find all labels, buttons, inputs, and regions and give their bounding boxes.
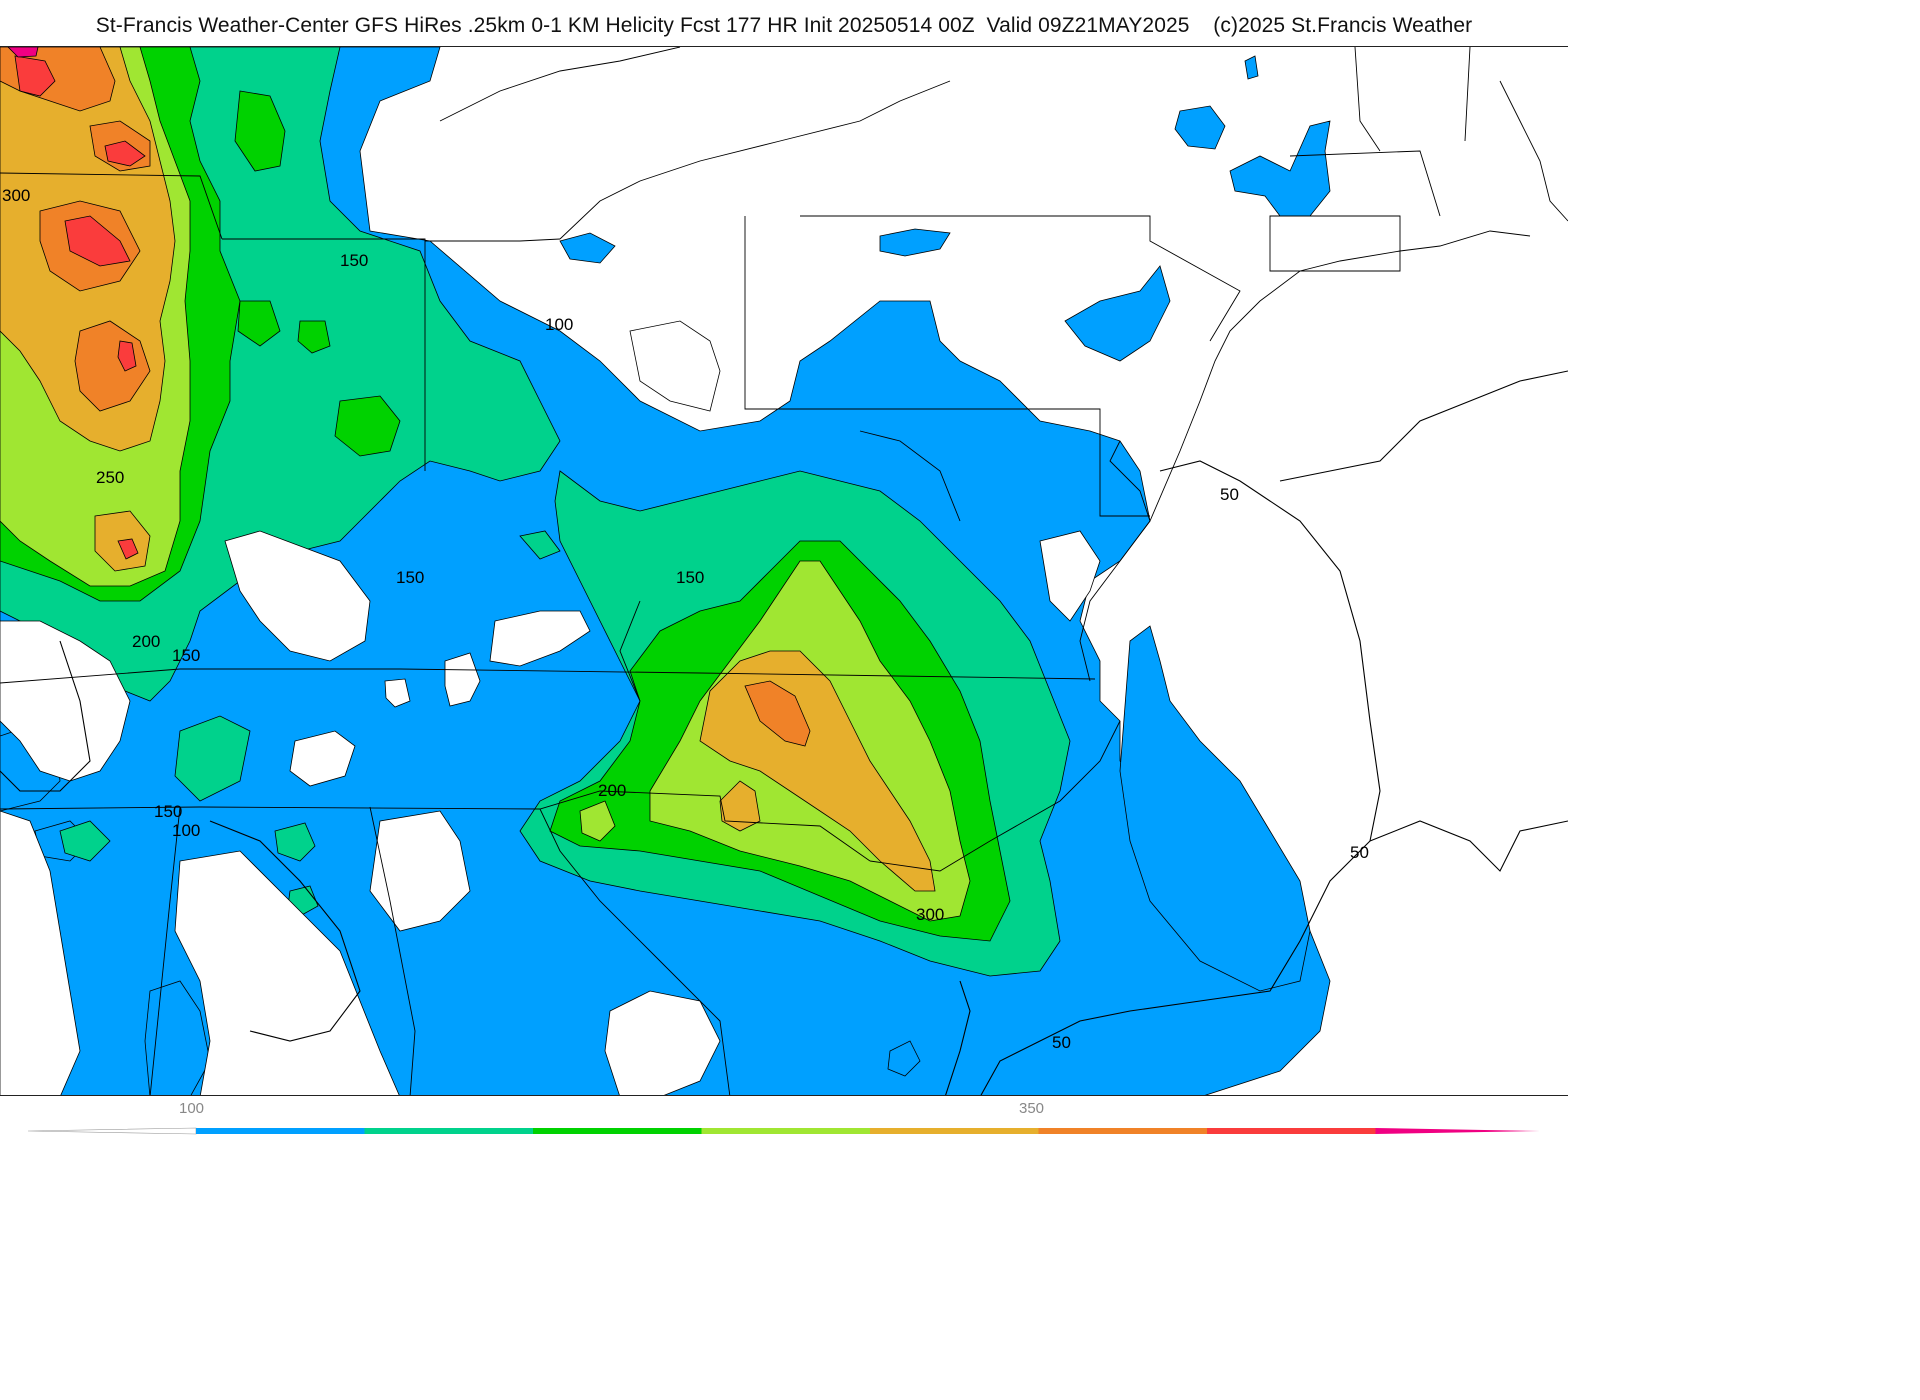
- contour-label: 100: [545, 315, 573, 334]
- colorbar-segment-175: [533, 1128, 702, 1134]
- contour-label: 150: [340, 251, 368, 270]
- boundary-line: [619, 430, 961, 702]
- hole-7: [369, 810, 471, 932]
- contour-label: 250: [96, 468, 124, 487]
- fill-250-b2: [719, 780, 761, 832]
- fill-150-tn: [519, 530, 561, 560]
- hole-3: [444, 652, 481, 707]
- fill-150-al: [174, 715, 251, 802]
- boundary-line: [1149, 230, 1531, 522]
- boundary-line: [869, 720, 1121, 872]
- fill-175-b3: [237, 300, 281, 347]
- fill-350-b1: [64, 215, 131, 267]
- boundary-line: [439, 47, 681, 122]
- boundary-line: [149, 806, 181, 1095]
- contour-label: 200: [132, 632, 160, 651]
- hole-1: [224, 530, 371, 662]
- fill-400-nw: [7, 47, 39, 58]
- contour-label: 50: [1350, 843, 1369, 862]
- contour-labels: 300 150 100 250 150 150 200 150 150 100 …: [2, 186, 1369, 1052]
- fill-100-ne1: [1174, 105, 1226, 150]
- colorbar-left-arrow: [27, 1127, 197, 1135]
- boundary-line: [0, 640, 91, 792]
- colorbar-segment-200: [701, 1128, 871, 1134]
- boundary-line: [369, 806, 416, 1095]
- fill-100-pa: [879, 228, 951, 257]
- contour-label: 150: [172, 646, 200, 665]
- fill-100-ne3: [1064, 265, 1171, 362]
- boundary-line: [1499, 80, 1568, 222]
- boundary-line: [0, 172, 223, 240]
- contour-label: 300: [2, 186, 30, 205]
- page-title: St-Francis Weather-Center GFS HiRes .25k…: [95, 14, 1473, 37]
- colorbar-label-350: 350: [1019, 1100, 1045, 1117]
- fill-175-b4: [297, 320, 331, 354]
- fill-300-e: [744, 680, 811, 747]
- contour-label: 50: [1220, 485, 1239, 504]
- fill-175-b1: [234, 90, 286, 172]
- boundary-line: [1279, 370, 1568, 482]
- fill-350-b4: [117, 538, 139, 560]
- hole-10: [604, 990, 721, 1095]
- colorbar-segment-350: [1207, 1128, 1376, 1134]
- boundary-line: [1369, 820, 1568, 872]
- map-panel: 300 150 100 250 150 150 200 150 150 100 …: [0, 46, 1568, 1096]
- contour-label: 300: [916, 905, 944, 924]
- fill-350-b3: [117, 340, 137, 372]
- fill-200-b1: [579, 800, 616, 842]
- hole-12: [1039, 530, 1101, 622]
- fill-100-gulf: [887, 1040, 921, 1077]
- fill-100-oh: [559, 232, 616, 264]
- fill-350-nw: [14, 55, 56, 97]
- hole-9: [174, 850, 400, 1095]
- boundary-line: [1289, 150, 1441, 217]
- helicity-map: 300 150 100 250 150 150 200 150 150 100 …: [0, 47, 1568, 1095]
- fill-175-b2: [334, 395, 401, 457]
- helicity-fill-layer: [0, 47, 1331, 1095]
- contour-label: 50: [1052, 1033, 1071, 1052]
- contour-label: 100: [172, 821, 200, 840]
- colorbar-segment-400: [1375, 1128, 1540, 1134]
- state-boundaries: [0, 47, 1568, 1095]
- boundary-line: [800, 215, 1241, 342]
- boundary-line: [1079, 440, 1151, 682]
- fill-100-sw: [144, 980, 211, 1095]
- colorbar-segment-300: [1038, 1128, 1208, 1134]
- boundary-line: [1354, 47, 1471, 152]
- contour-label: 200: [598, 781, 626, 800]
- fill-100-ne4: [1244, 55, 1259, 80]
- boundary-line: [1269, 215, 1401, 272]
- hole-2: [489, 610, 591, 667]
- boundary-line: [539, 808, 731, 1095]
- colorbar-label-100: 100: [179, 1100, 205, 1117]
- boundary-line: [980, 460, 1381, 1095]
- boundary-line: [222, 238, 426, 471]
- helicity-contour-lines: [0, 370, 1568, 1095]
- fill-150-ms: [59, 820, 111, 862]
- fill-100-ne2: [1229, 120, 1331, 217]
- boundary-line: [209, 820, 361, 1042]
- boundary-line: [0, 668, 1096, 684]
- fill-350-b2: [104, 140, 146, 167]
- hole-5: [289, 730, 356, 787]
- contour-label: 150: [676, 568, 704, 587]
- boundary-line: [559, 80, 951, 240]
- hole-8: [0, 810, 81, 1095]
- contour-label: 150: [396, 568, 424, 587]
- colorbar-segment-100: [196, 1128, 365, 1134]
- contour-label: 150: [154, 802, 182, 821]
- hole-4: [384, 678, 411, 708]
- colorbar-segments: [27, 1127, 1540, 1135]
- hole-11: [0, 620, 131, 782]
- colorbar-segment-250: [870, 1128, 1039, 1134]
- fill-100-ocean: [1119, 625, 1311, 992]
- boundary-line: [744, 216, 1150, 517]
- boundary-line: [945, 980, 971, 1095]
- fill-150-ga1: [274, 822, 316, 862]
- boundary-line: [425, 238, 561, 242]
- hole-6: [629, 320, 721, 412]
- boundary-line: [0, 790, 871, 862]
- colorbar: [27, 1127, 1540, 1135]
- colorbar-segment-150: [364, 1128, 534, 1134]
